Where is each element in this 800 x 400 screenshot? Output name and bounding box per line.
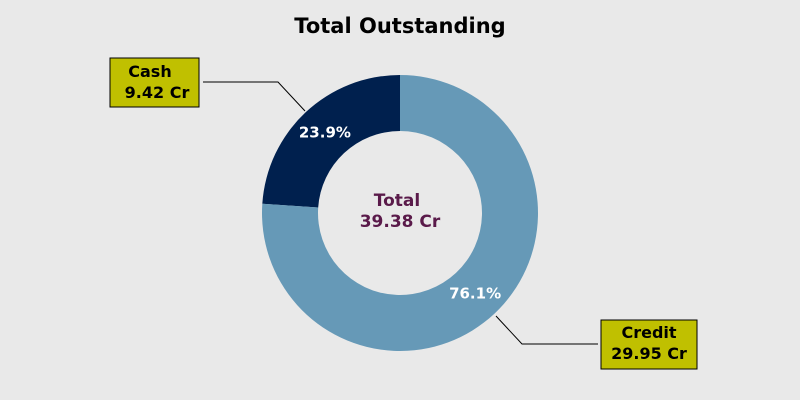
chart-title: Total Outstanding (294, 14, 505, 38)
cash-percent-label: 23.9% (299, 124, 351, 142)
credit-callout-box (600, 319, 698, 370)
center-total-value: 39.38 Cr (360, 212, 441, 232)
credit-percent-label: 76.1% (449, 284, 501, 302)
cash-callout-value: 9.42 Cr (125, 83, 190, 102)
cash-callout-name: Cash (128, 62, 171, 81)
cash-callout-box (109, 57, 200, 108)
center-total-label: Total (374, 191, 420, 211)
credit-callout-name: Credit (621, 323, 676, 342)
donut-slices (262, 75, 538, 351)
credit-slice (262, 75, 538, 351)
credit-leader-line (495, 315, 598, 345)
credit-callout-value: 29.95 Cr (611, 344, 687, 363)
cash-slice (262, 75, 400, 208)
cash-leader-line (203, 81, 306, 112)
